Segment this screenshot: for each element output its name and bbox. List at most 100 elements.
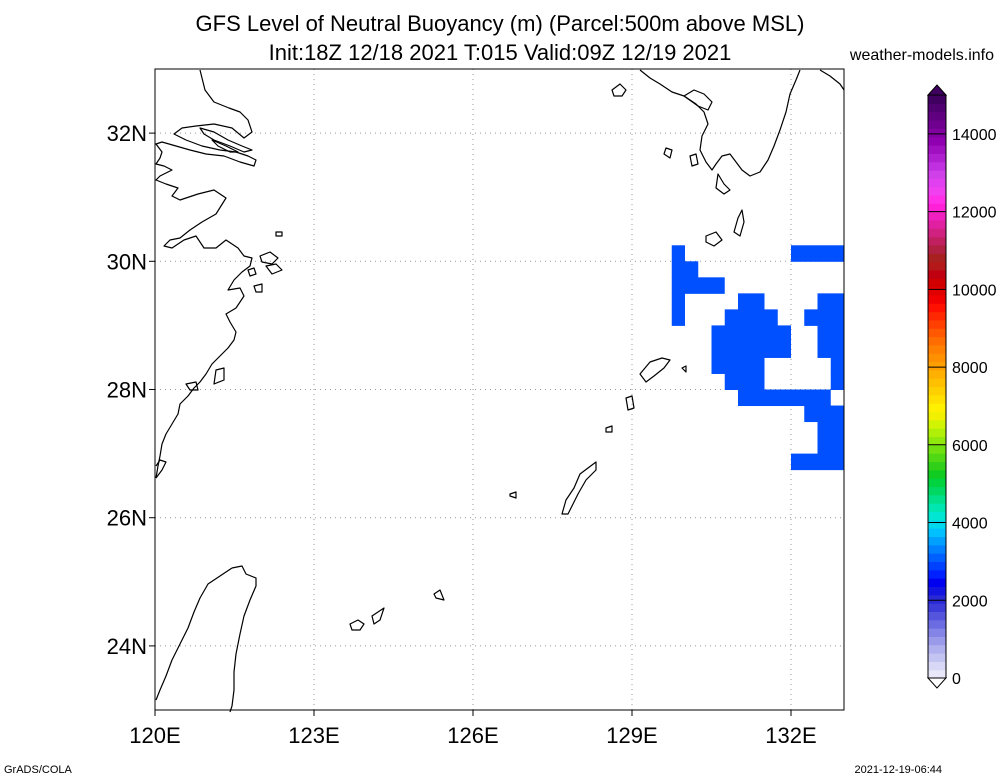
shaded-cell (671, 245, 685, 262)
shaded-cell (817, 341, 844, 358)
colorbar-segment (928, 586, 946, 596)
colorbar-segment (928, 428, 946, 438)
colorbar-segment (928, 228, 946, 238)
small-island (681, 365, 687, 373)
lat-tick-label: 24N (107, 634, 147, 659)
colorbar-segment (928, 294, 946, 304)
colorbar-label: 12000 (952, 205, 997, 222)
colorbar-segment (928, 478, 946, 488)
colorbar-segment (928, 95, 946, 104)
colorbar-segment (928, 328, 946, 338)
colorbar-min-arrow (926, 677, 948, 689)
footer-left: GrADS/COLA (4, 764, 73, 776)
colorbar-segment (928, 119, 946, 129)
title-line-1: GFS Level of Neutral Buoyancy (m) (Parce… (196, 11, 805, 36)
colorbar-segment (928, 111, 946, 121)
shaded-cell (804, 309, 844, 326)
colorbar-segment (928, 544, 946, 554)
colorbar-segment (928, 494, 946, 504)
colorbar-segment (928, 403, 946, 413)
colorbar-segment (928, 219, 946, 229)
lon-tick-label: 129E (606, 723, 657, 748)
small-island (689, 153, 699, 167)
shaded-cell (711, 357, 765, 374)
colorbar-segment (928, 653, 946, 662)
colorbar-label: 14000 (952, 127, 997, 144)
colorbar-segment (928, 378, 946, 388)
colorbar-segment (928, 303, 946, 313)
colorbar-segment (928, 619, 946, 629)
shaded-cell (817, 421, 844, 439)
zhoushan-island-2 (265, 263, 283, 275)
colorbar-segment (928, 578, 946, 587)
title-line-2: Init:18Z 12/18 2021 T:015 Valid:09Z 12/1… (269, 40, 732, 65)
colorbar-segment (928, 611, 946, 621)
colorbar-segment (928, 153, 946, 163)
colorbar-segment (928, 386, 946, 396)
colorbar-segment (928, 536, 946, 546)
colorbar-segment (928, 178, 946, 188)
colorbar-label: 6000 (952, 438, 988, 455)
yakushima (705, 231, 723, 247)
lat-tick-label: 26N (107, 506, 147, 531)
shaded-cell (817, 325, 844, 342)
colorbar-segment (928, 261, 946, 271)
colorbar-label: 4000 (952, 516, 988, 533)
colorbar-segment (928, 161, 946, 171)
lat-tick-label: 28N (107, 378, 147, 403)
small-island (663, 147, 673, 159)
colorbar-label: 2000 (952, 593, 988, 610)
colorbar-segment (928, 603, 946, 612)
colorbar-segment (928, 128, 946, 138)
lat-tick-label: 30N (107, 249, 147, 274)
colorbar-segment (928, 311, 946, 321)
lon-tick-label: 126E (447, 723, 498, 748)
shaded-cell (671, 261, 699, 278)
colorbar-segment (928, 636, 946, 646)
ishigaki-island (349, 619, 365, 631)
colorbar-segment (928, 344, 946, 354)
lon-tick-label: 120E (129, 723, 180, 748)
colorbar-segment (928, 103, 946, 113)
lat-tick-label: 32N (107, 121, 147, 146)
shaded-cell (830, 373, 844, 390)
colorbar-segment (928, 436, 946, 446)
colorbar-segment (928, 553, 946, 562)
colorbar-segment (928, 394, 946, 404)
footer-right: 2021-12-19-06:44 (855, 764, 942, 776)
shaded-cell (711, 341, 791, 358)
small-island (509, 491, 517, 499)
colorbar-segment (928, 169, 946, 179)
amami-island (639, 357, 671, 383)
shaded-cell (671, 293, 685, 310)
colorbar-segment (928, 286, 946, 296)
colorbar-segment (928, 461, 946, 471)
lon-tick-label: 123E (288, 723, 339, 748)
colorbar-segment (928, 353, 946, 363)
shaded-cell (817, 293, 844, 310)
miyako-island (371, 607, 385, 625)
china-coastline (155, 69, 257, 479)
shaded-cell (791, 245, 844, 262)
colorbar-label: 8000 (952, 360, 988, 377)
colorbar-segment (928, 569, 946, 579)
shaded-cell (830, 357, 844, 374)
estuary-island (199, 127, 253, 153)
colorbar-segment (928, 253, 946, 263)
shaded-cell (711, 325, 791, 342)
colorbar-segment (928, 444, 946, 454)
colorbar-segment (928, 269, 946, 279)
colorbar-segment (928, 336, 946, 346)
longitude-axis: 120E 123E 126E 129E 132E (129, 710, 817, 748)
shikoku-coast (819, 69, 845, 91)
shaded-cells (671, 245, 844, 471)
colorbar-segment (928, 511, 946, 521)
small-island (253, 283, 263, 293)
colorbar-segment (928, 628, 946, 637)
colorbar-segment (928, 453, 946, 463)
colorbar-segment (928, 486, 946, 496)
china-coast-south (155, 459, 167, 479)
small-island (275, 231, 283, 237)
latitude-axis: 24N 26N 28N 30N 32N (107, 121, 155, 659)
